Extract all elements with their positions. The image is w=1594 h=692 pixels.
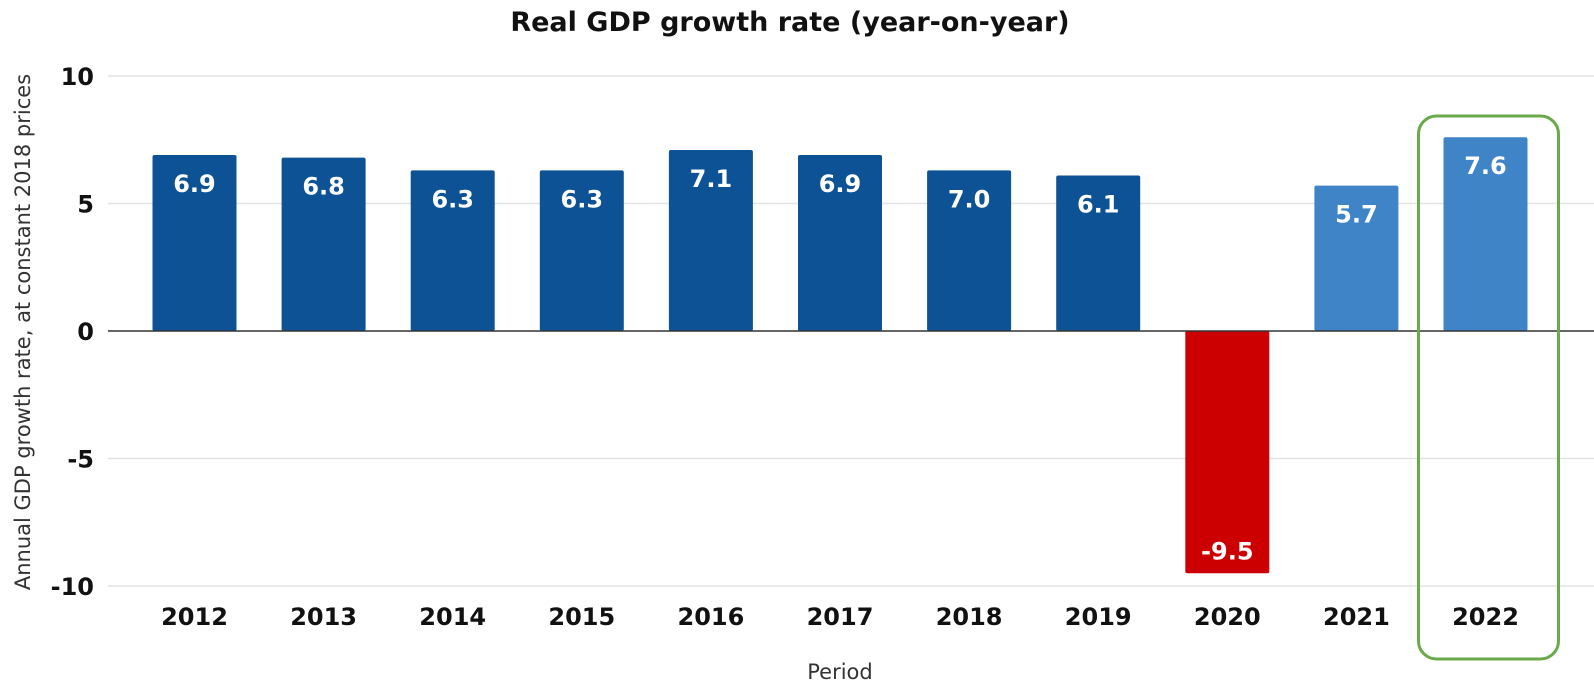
y-tick-label: 5 bbox=[77, 191, 94, 219]
bar-2022 bbox=[1443, 137, 1528, 331]
data-labels: 6.9 6.8 6.3 6.3 7.1 6.9 7.0 6.1 -9.5 5.7 7.6 bbox=[173, 152, 1507, 565]
data-label-2018: 7.0 bbox=[948, 185, 991, 213]
data-label-2014: 6.3 bbox=[431, 185, 474, 213]
data-label-2020: -9.5 bbox=[1201, 537, 1253, 565]
bar-2014 bbox=[410, 170, 495, 331]
x-tick-label-2022: 2022 bbox=[1452, 603, 1519, 631]
x-tick-label-2015: 2015 bbox=[548, 603, 615, 631]
axis-ticks: 10 5 0 -5 -10 2012 2013 2014 2015 2016 2017 2018 201… bbox=[51, 63, 1519, 631]
x-tick-label-2018: 2018 bbox=[936, 603, 1003, 631]
x-tick-label-2013: 2013 bbox=[290, 603, 357, 631]
x-tick-label-2016: 2016 bbox=[678, 603, 745, 631]
data-label-2021: 5.7 bbox=[1335, 201, 1378, 229]
chart-title: Real GDP growth rate (year-on-year) bbox=[510, 7, 1069, 38]
x-tick-label-2017: 2017 bbox=[807, 603, 874, 631]
data-label-2022: 7.6 bbox=[1464, 152, 1507, 180]
bar-2015 bbox=[539, 170, 624, 331]
bar-2016 bbox=[668, 149, 753, 331]
y-axis-label: Annual GDP growth rate, at constant 2018… bbox=[11, 74, 35, 590]
bar-2013 bbox=[281, 157, 366, 331]
data-label-2015: 6.3 bbox=[561, 185, 604, 213]
bar-2019 bbox=[1056, 175, 1141, 331]
highlight-layer bbox=[1417, 114, 1560, 661]
data-label-2016: 7.1 bbox=[690, 165, 733, 193]
data-label-2013: 6.8 bbox=[302, 173, 345, 201]
data-label-2012: 6.9 bbox=[173, 170, 216, 198]
bar-2020 bbox=[1185, 331, 1270, 574]
x-tick-label-2021: 2021 bbox=[1323, 603, 1390, 631]
x-tick-label-2012: 2012 bbox=[161, 603, 228, 631]
y-tick-label: -5 bbox=[67, 446, 94, 474]
bar-2012 bbox=[152, 155, 237, 331]
data-label-2017: 6.9 bbox=[819, 170, 862, 198]
x-axis-label: Period bbox=[807, 660, 872, 684]
x-tick-label-2020: 2020 bbox=[1194, 603, 1261, 631]
y-tick-label: 0 bbox=[77, 318, 94, 346]
bar-2021 bbox=[1314, 185, 1399, 331]
x-tick-label-2019: 2019 bbox=[1065, 603, 1132, 631]
y-tick-label: 10 bbox=[61, 63, 94, 91]
data-label-2019: 6.1 bbox=[1077, 190, 1120, 218]
x-tick-label-2014: 2014 bbox=[419, 603, 486, 631]
bar-2018 bbox=[927, 170, 1012, 331]
highlight-box-2022 bbox=[1417, 114, 1560, 661]
y-tick-label: -10 bbox=[51, 573, 94, 601]
bars bbox=[152, 137, 1528, 574]
bar-2017 bbox=[798, 155, 882, 331]
